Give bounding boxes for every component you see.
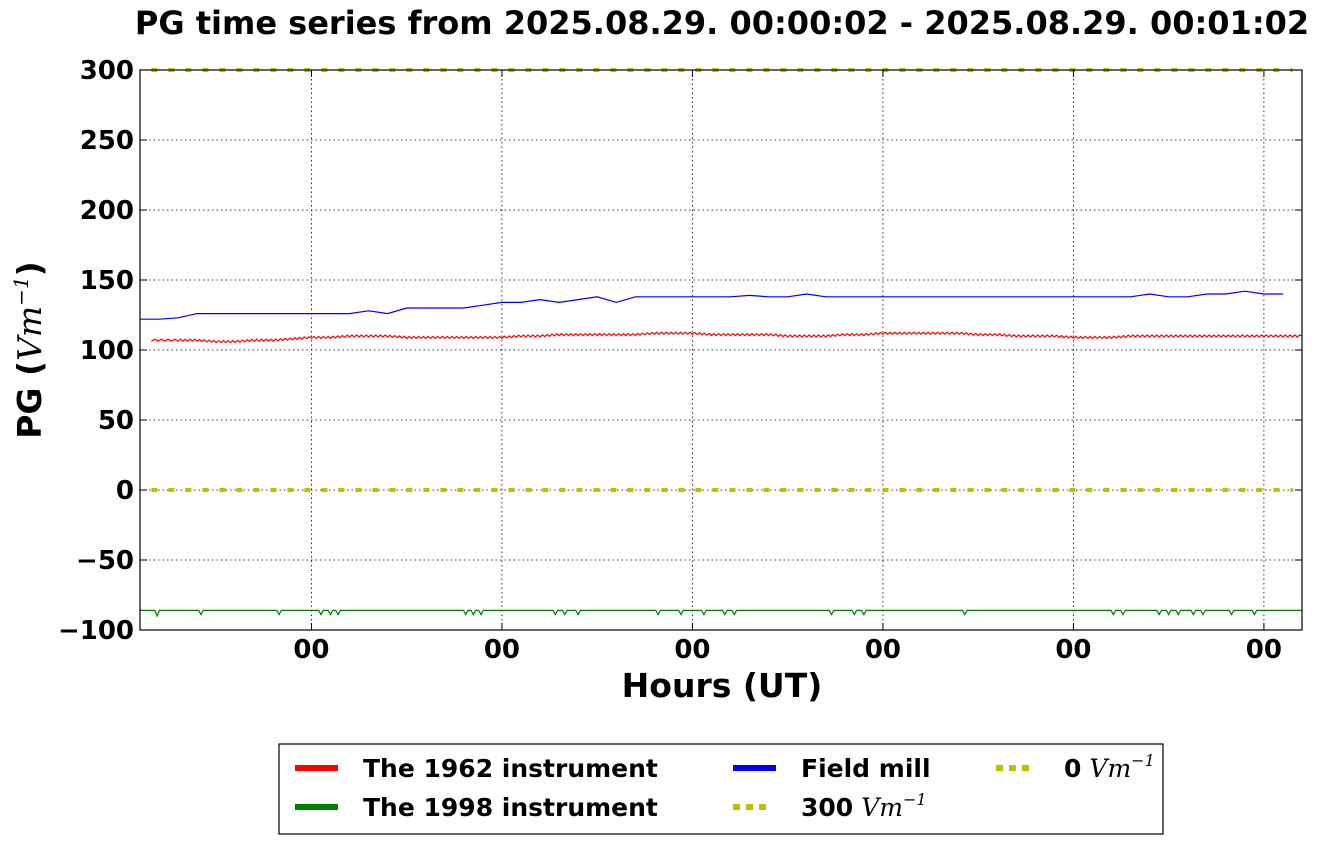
legend-entry-field-mill: Field mill [733, 754, 931, 783]
legend-label: Field mill [801, 754, 931, 783]
the-1998-instrument-line [140, 609, 1302, 618]
y-tick-label: 100 [80, 336, 134, 366]
y-tick-label: 150 [80, 266, 134, 296]
y-axis-label: PG (Vm−1) [9, 261, 49, 439]
grid [140, 69, 1302, 631]
chart-title: PG time series from 2025.08.29. 00:00:02… [135, 4, 1309, 42]
legend-label: The 1998 instrument [363, 793, 658, 822]
y-tick-label: 250 [80, 126, 134, 156]
legend-entry-the-1998-instrument: The 1998 instrument [295, 793, 658, 822]
series-layer [140, 68, 1303, 618]
x-tick-label: 00 [1055, 635, 1091, 665]
y-axis: 300 250 200 150 100 50 0 −50 −100 [58, 56, 1302, 646]
the-1962-instrument-line [151, 331, 1303, 344]
y-tick-label: −100 [58, 616, 134, 646]
x-tick-label: 00 [1246, 635, 1282, 665]
legend-label: 300 Vm−1 [801, 790, 927, 822]
x-tick-label: 00 [865, 635, 901, 665]
x-tick-label: 00 [484, 635, 520, 665]
legend-label: 0 Vm−1 [1064, 751, 1155, 783]
legend: The 1962 instrument The 1998 instrument Fi… [278, 743, 1164, 835]
legend-entry-0: 0 Vm−1 [996, 751, 1155, 783]
y-tick-label: 0 [116, 476, 134, 506]
y-tick-label: −50 [76, 546, 134, 576]
legend-box [278, 743, 1164, 835]
legend-entry-the-1962-instrument: The 1962 instrument [295, 754, 658, 783]
x-axis: 00 00 00 00 00 00 [293, 70, 1282, 665]
legend-label: The 1962 instrument [363, 754, 658, 783]
x-tick-label: 00 [293, 635, 329, 665]
y-tick-label: 200 [80, 196, 134, 226]
x-tick-label: 00 [674, 635, 710, 665]
y-tick-label: 300 [80, 56, 134, 86]
x-axis-label: Hours (UT) [622, 666, 823, 705]
field-mill-line [140, 290, 1283, 320]
y-tick-label: 50 [98, 406, 134, 436]
legend-entry-300: 300 Vm−1 [733, 790, 927, 822]
